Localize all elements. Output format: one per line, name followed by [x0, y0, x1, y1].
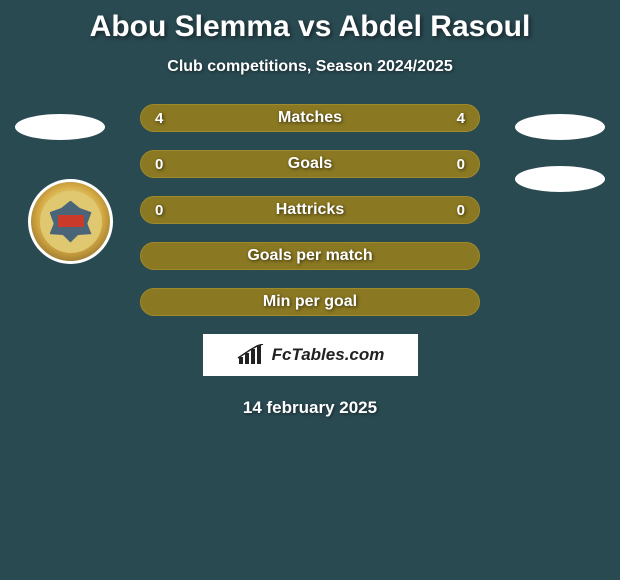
stat-row: Min per goal: [140, 288, 480, 316]
stat-row: 4 Matches 4: [140, 104, 480, 132]
brand-text: FcTables.com: [272, 345, 385, 365]
stat-left-value: 4: [155, 110, 163, 127]
brand-chart-icon: [236, 344, 266, 366]
club-badge-inner: [40, 191, 102, 253]
player-left-slot-1: [15, 114, 105, 140]
stat-row: 0 Hattricks 0: [140, 196, 480, 224]
stat-row: 0 Goals 0: [140, 150, 480, 178]
club-badge: [28, 179, 113, 264]
player-right-slot-1: [515, 114, 605, 140]
brand-box: FcTables.com: [203, 334, 418, 376]
stat-label: Goals: [288, 155, 332, 173]
stat-right-value: 0: [457, 156, 465, 173]
stat-left-value: 0: [155, 202, 163, 219]
stat-label: Hattricks: [276, 201, 344, 219]
page-title: Abou Slemma vs Abdel Rasoul: [0, 0, 620, 44]
date-text: 14 february 2025: [0, 398, 620, 418]
stat-left-value: 0: [155, 156, 163, 173]
page-subtitle: Club competitions, Season 2024/2025: [0, 58, 620, 76]
stat-label: Matches: [278, 109, 342, 127]
club-badge-emblem: [50, 201, 92, 243]
stat-right-value: 0: [457, 202, 465, 219]
stat-right-value: 4: [457, 110, 465, 127]
stat-row: Goals per match: [140, 242, 480, 270]
stats-bars: 4 Matches 4 0 Goals 0 0 Hattricks 0 Goal…: [140, 104, 480, 316]
stat-label: Min per goal: [263, 293, 357, 311]
stat-label: Goals per match: [247, 247, 372, 265]
comparison-content: 4 Matches 4 0 Goals 0 0 Hattricks 0 Goal…: [0, 104, 620, 418]
player-right-slot-2: [515, 166, 605, 192]
